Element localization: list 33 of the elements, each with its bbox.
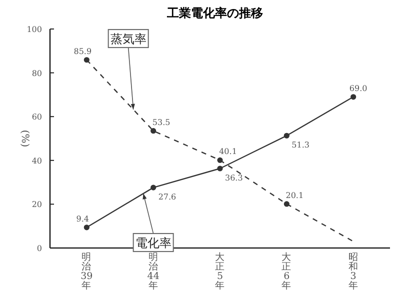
point — [284, 201, 290, 207]
data-label: 9.4 — [76, 214, 90, 224]
data-label: 27.6 — [158, 192, 176, 202]
y-tick-label: 60 — [32, 112, 42, 122]
x-tick-label: 明治39年 — [80, 252, 93, 292]
point — [84, 224, 90, 230]
data-label: 20.1 — [286, 190, 304, 200]
text: 電化率 — [135, 236, 172, 250]
point — [150, 184, 156, 190]
x-tick-label: 大正6年 — [282, 251, 292, 292]
data-label: 51.3 — [292, 140, 310, 150]
x-tick-label: 昭和3年 — [348, 252, 358, 292]
point — [217, 166, 223, 172]
y-tick-label: 20 — [32, 200, 42, 210]
data-label: 36.3 — [225, 174, 243, 183]
text: 蒸気率 — [110, 32, 146, 46]
data-label: 53.5 — [152, 118, 170, 127]
point — [350, 94, 356, 100]
point — [284, 132, 290, 138]
y-tick-label: 0 — [36, 244, 42, 253]
y-tick-label: 100 — [26, 25, 42, 34]
y-tick-label: 40 — [32, 156, 42, 166]
data-label: 69.0 — [349, 84, 368, 93]
point — [217, 157, 223, 163]
data-label: 40.1 — [219, 147, 237, 156]
y-tick-label: 80 — [32, 68, 42, 78]
x-tick-label: 大正5年 — [215, 251, 225, 292]
chart-title: 工業電化率の推移 — [166, 6, 263, 20]
point — [150, 128, 156, 134]
point — [84, 57, 90, 63]
x-tick-label: 明治44年 — [147, 252, 160, 292]
data-label: 85.9 — [74, 46, 92, 56]
y-axis-title: (%) — [19, 130, 30, 148]
